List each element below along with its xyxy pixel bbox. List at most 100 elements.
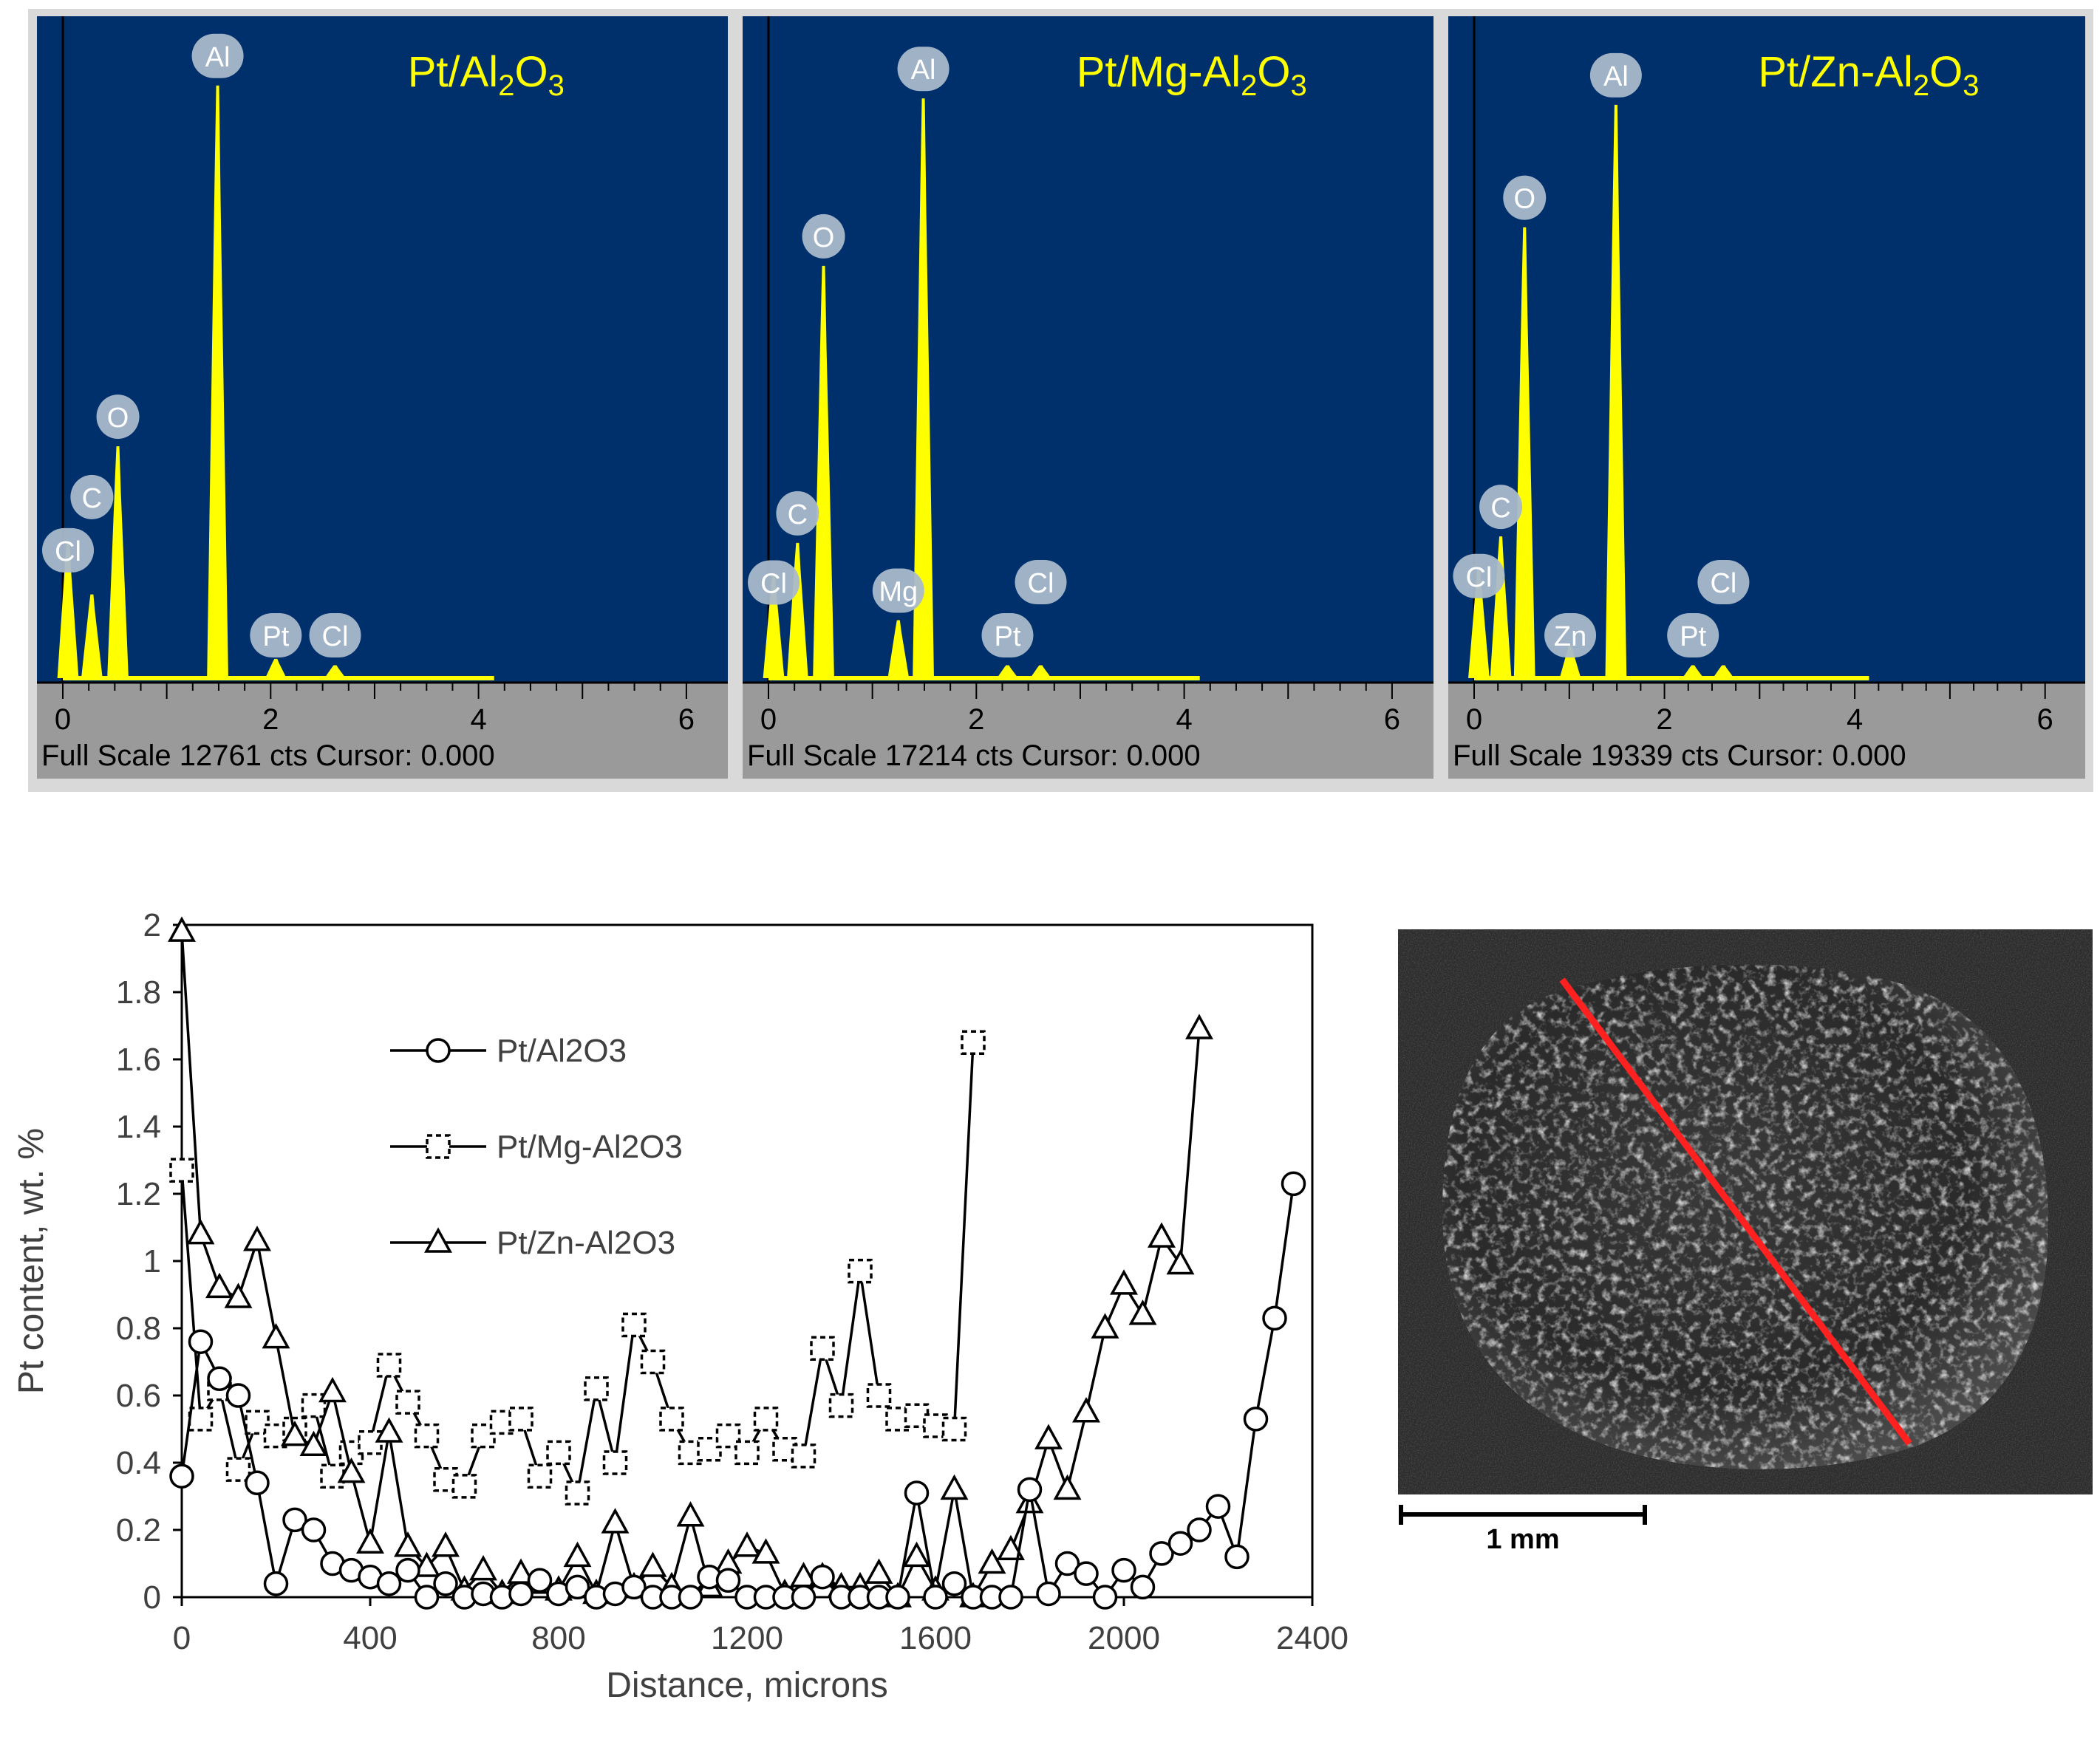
data-point <box>1167 1531 1193 1556</box>
eds-peak-label-text: Cl <box>322 621 349 652</box>
data-point <box>715 1423 741 1449</box>
data-point <box>301 1517 327 1542</box>
data-point <box>469 1554 497 1581</box>
x-tick-label: 1600 <box>899 1620 972 1656</box>
eds-axis-tick-label: 0 <box>1466 703 1482 736</box>
eds-peak-badge <box>1453 553 1505 598</box>
data-point <box>1017 1477 1043 1503</box>
eds-axis-tick-label: 2 <box>968 703 984 736</box>
data-point <box>1034 1424 1063 1449</box>
scale-bar-label: 1 mm <box>1486 1524 1559 1555</box>
x-tick-label: 400 <box>343 1620 397 1656</box>
data-point <box>791 1585 817 1610</box>
eds-peak-label-text: C <box>788 499 808 530</box>
eds-peak-pt <box>1682 665 1704 678</box>
data-point <box>997 1534 1025 1561</box>
eds-peak-label-cl: Cl <box>1015 560 1067 604</box>
eds-peak-cl <box>1468 568 1490 678</box>
eds-peak-al <box>913 98 934 678</box>
eds-axis-strip <box>743 683 1433 779</box>
data-point <box>601 1508 630 1534</box>
eds-axis-tick-label: 6 <box>1384 703 1400 736</box>
data-point <box>1110 1269 1138 1295</box>
eds-peak-label-text: O <box>107 403 129 434</box>
eds-peak-label-mg: Mg <box>872 568 924 613</box>
plot-area <box>180 923 1314 1599</box>
eds-peak-label-al: Al <box>897 47 950 92</box>
data-point <box>263 1571 289 1596</box>
eds-spectra-frame: Cl C O Al Pt Cl Pt/Al2O3 0 2 4 6 Full Scale 12761 c… <box>28 9 2093 792</box>
eds-peak-badge <box>42 527 95 573</box>
data-point <box>395 1390 420 1415</box>
data-point <box>961 1030 986 1055</box>
eds-peak-label-o: O <box>802 213 845 259</box>
eds-full-scale-text: Full Scale 17214 cts Cursor: 0.000 <box>747 739 1201 772</box>
data-point <box>1281 1171 1306 1197</box>
y-tick-label: 1.8 <box>116 974 161 1011</box>
data-point <box>451 1474 477 1499</box>
x-tick-label: 800 <box>531 1620 585 1656</box>
data-point <box>243 1226 271 1251</box>
data-point <box>299 1430 328 1456</box>
eds-peak-o <box>1513 227 1535 679</box>
eds-peak-badge <box>1667 613 1719 657</box>
data-point <box>546 1440 571 1466</box>
eds-peak-pt <box>265 658 287 678</box>
data-point <box>621 1312 647 1338</box>
data-point <box>263 1423 289 1449</box>
eds-peak-badge <box>897 47 950 92</box>
data-point <box>865 1558 893 1584</box>
data-point <box>376 1353 402 1378</box>
eds-peak-label-c: C <box>70 474 114 519</box>
data-point <box>753 1407 779 1432</box>
eds-axis-tick-label: 4 <box>1847 703 1863 736</box>
eds-peak-label-text: Cl <box>1465 562 1492 593</box>
data-point <box>734 1440 760 1466</box>
legend-marker <box>426 1134 451 1159</box>
data-point <box>262 1323 290 1349</box>
eds-peak-label-text: Cl <box>760 568 787 599</box>
eds-peak-cl <box>324 665 346 678</box>
eds-peak-cl <box>763 575 785 678</box>
pt-content-line-chart: 0 0.2 0.4 0.6 0.8 1 1.2 1.4 1.6 1.8 2 0 400 800 1200 1… <box>12 907 1349 1705</box>
y-axis-label: Pt content, wt. % <box>12 1128 51 1394</box>
data-point <box>563 1541 592 1568</box>
data-point <box>224 1282 253 1308</box>
eds-peak-label-al: Al <box>1589 52 1642 98</box>
eds-sample-label: Pt/Mg-Al2O3 <box>1077 48 1307 102</box>
y-tick-label: 1 <box>143 1243 161 1280</box>
data-point <box>318 1376 347 1403</box>
data-point <box>1092 1585 1118 1610</box>
eds-peak-badge <box>250 613 302 657</box>
data-point <box>715 1568 741 1593</box>
eds-peak-label-o: O <box>1503 175 1547 220</box>
data-point <box>941 1416 967 1442</box>
eds-peak-label-text: Mg <box>879 577 918 608</box>
eds-peak-label-c: C <box>776 491 819 536</box>
eds-peak-label-text: Al <box>911 55 936 86</box>
eds-peak-o <box>813 265 834 678</box>
data-point <box>527 1568 553 1593</box>
eds-peak-label-text: Cl <box>55 536 81 567</box>
data-point <box>188 1407 214 1432</box>
eds-axis-tick-label: 2 <box>1656 703 1672 736</box>
eds-peak-label-cl: Cl <box>309 613 361 657</box>
data-point <box>245 1470 270 1496</box>
data-point <box>923 1585 948 1610</box>
data-point <box>1128 1299 1157 1325</box>
legend-marker <box>424 1227 452 1253</box>
eds-axis-tick-label: 0 <box>55 703 71 736</box>
eds-peak-label-pt: Pt <box>981 613 1034 657</box>
eds-peak-label-text: Pt <box>262 621 289 652</box>
data-point <box>320 1463 345 1489</box>
eds-peak-label-text: Al <box>205 42 231 73</box>
data-point <box>904 1403 930 1429</box>
data-point <box>621 1574 647 1600</box>
eds-peak-mg <box>887 620 910 678</box>
data-point <box>1262 1305 1287 1331</box>
data-point <box>902 1541 931 1568</box>
eds-peak-label-pt: Pt <box>1667 613 1719 657</box>
